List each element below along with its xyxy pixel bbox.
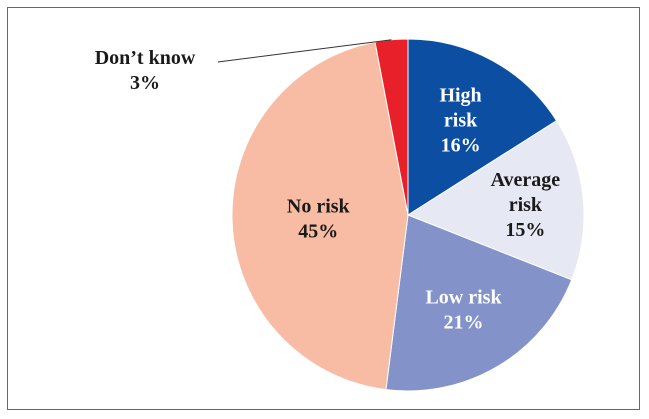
slice-label-no-risk: No risk 45% <box>287 195 351 242</box>
pie-slice-average-risk <box>406 120 585 281</box>
pie-slice-high-risk <box>407 38 558 216</box>
slice-label-don-t-know: Don’t know 3% <box>95 47 196 94</box>
slice-label-high-risk: High risk 16% <box>439 84 481 156</box>
slice-label-average-risk: Average risk 15% <box>491 169 561 241</box>
pie-labels: High risk 16%Average risk 15% Low risk 21% No r… <box>95 39 561 333</box>
leader-line <box>217 39 392 63</box>
pie-slice-low-risk <box>385 214 573 392</box>
slice-label-low-risk: Low risk 21% <box>425 286 502 333</box>
pie-slice-no-risk <box>231 41 409 391</box>
pie-slices <box>231 38 585 392</box>
